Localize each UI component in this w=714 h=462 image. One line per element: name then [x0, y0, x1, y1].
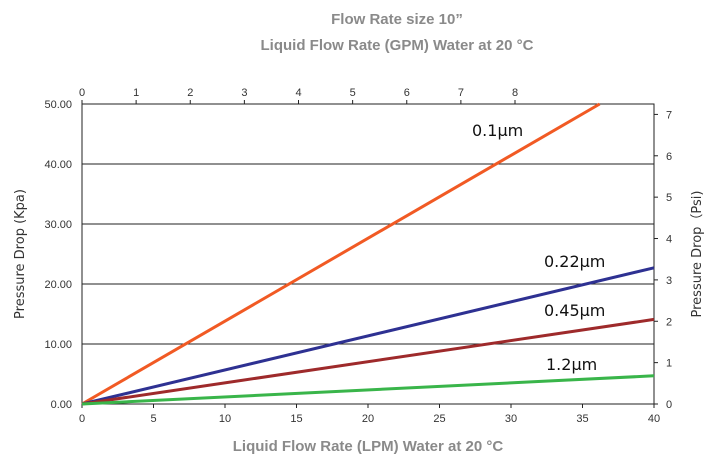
series-label: 1.2µm: [546, 355, 597, 374]
x-tick-label: 15: [290, 413, 302, 425]
x-top-tick-label: 6: [404, 87, 410, 99]
grid-lines: [82, 163, 654, 345]
y-right-tick-label: 2: [666, 316, 672, 328]
x-tick-label: 30: [505, 413, 517, 425]
x-tick-label: 0: [79, 413, 85, 425]
x-top-tick-label: 1: [133, 87, 139, 99]
y-right-tick-label: 5: [666, 192, 672, 204]
y-axis-right-label: Pressure Drop（Psi): [690, 191, 705, 318]
series-line: [81, 374, 655, 406]
x-top-tick-label: 2: [187, 87, 193, 99]
x-top-tick-label: 5: [350, 87, 356, 99]
chart-subtitle: Liquid Flow Rate (GPM) Water at 20 °C: [261, 37, 534, 54]
y-right-tick-label: 7: [666, 109, 672, 121]
y-tick-label: 30.00: [44, 219, 72, 231]
x-tick-label: 5: [150, 413, 156, 425]
x-top-tick-label: 3: [241, 87, 247, 99]
x-tick-label: 10: [219, 413, 231, 425]
y-tick-label: 10.00: [44, 339, 72, 351]
series-line: [81, 266, 655, 406]
y-right-tick-label: 6: [666, 151, 672, 163]
x-top-tick-label: 7: [458, 87, 464, 99]
x-top-tick-label: 4: [295, 87, 301, 99]
y-right-tick-label: 4: [666, 234, 672, 246]
x-top-tick-label: 8: [512, 87, 518, 99]
y-right-tick-label: 1: [666, 358, 672, 370]
series-label: 0.1µm: [472, 121, 523, 140]
series-lines: [81, 102, 655, 406]
y-tick-label: 40.00: [44, 159, 72, 171]
series-label: 0.45µm: [544, 301, 605, 320]
x-tick-label: 40: [648, 413, 660, 425]
series-line: [81, 102, 601, 406]
y-tick-label: 20.00: [44, 279, 72, 291]
chart-title: Flow Rate size 10”: [331, 11, 463, 28]
y-right-tick-label: 0: [666, 399, 672, 411]
x-axis-label: Liquid Flow Rate (LPM) Water at 20 °C: [233, 438, 504, 455]
x-top-tick-label: 0: [79, 87, 85, 99]
y-axis-left-label: Pressure Drop (Kpa): [13, 189, 28, 319]
x-tick-label: 20: [362, 413, 374, 425]
series-labels: 0.1µm 0.22µm 0.45µm 1.2µm: [472, 121, 605, 374]
x-tick-label: 25: [433, 413, 445, 425]
series-line: [81, 317, 655, 406]
y-tick-label: 50.00: [44, 99, 72, 111]
series-label: 0.22µm: [544, 252, 605, 271]
x-tick-label: 35: [576, 413, 588, 425]
y-tick-label: 0.00: [51, 399, 72, 411]
y-right-tick-label: 3: [666, 275, 672, 287]
